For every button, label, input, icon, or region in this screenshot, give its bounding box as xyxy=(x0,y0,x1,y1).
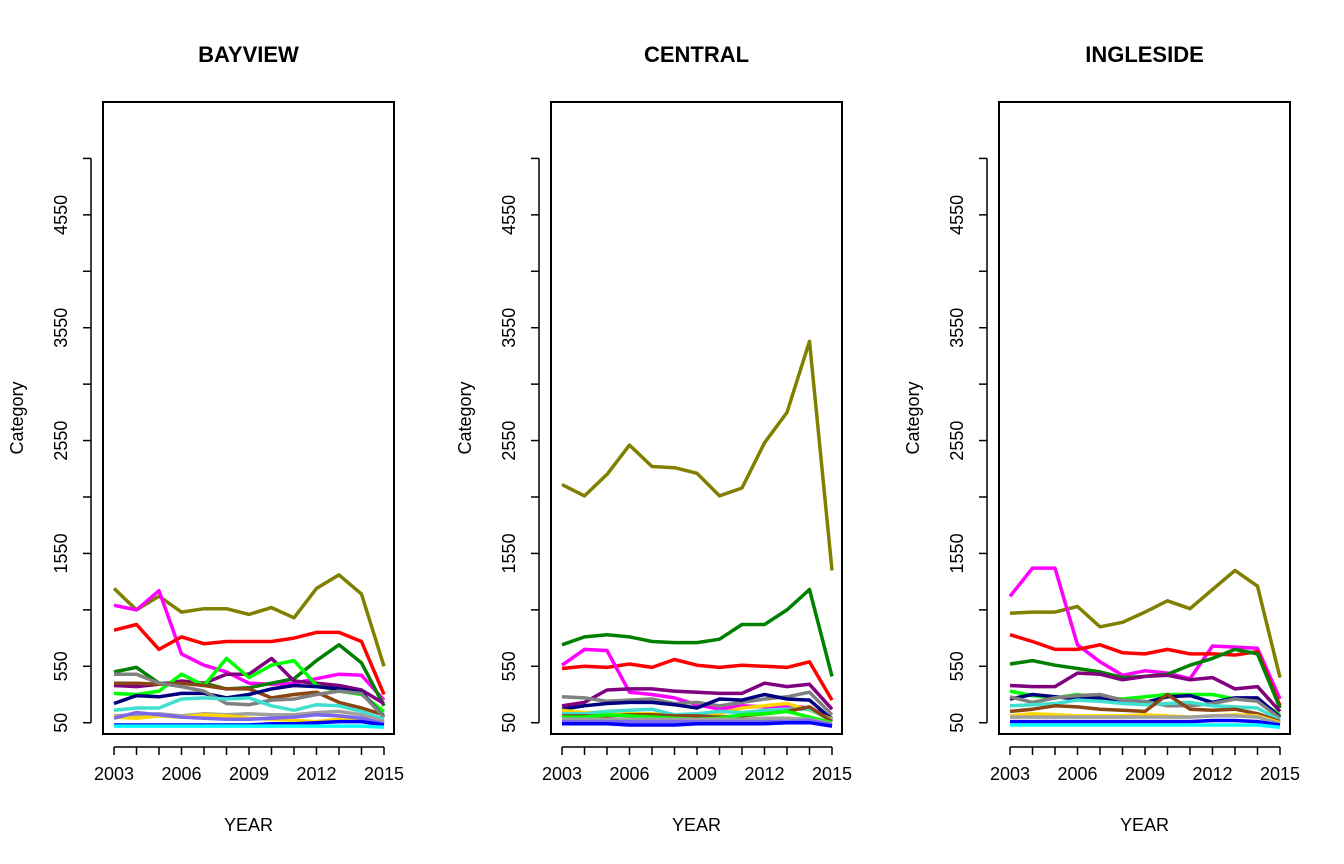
series-line-11 xyxy=(1010,714,1281,726)
series-line-8 xyxy=(114,672,386,719)
x-tick-label: 2009 xyxy=(229,764,269,784)
series-group xyxy=(112,573,386,729)
series-line-7 xyxy=(1009,692,1282,720)
x-tick-label: 2003 xyxy=(94,764,134,784)
y-tick-label: 1550 xyxy=(51,533,71,573)
y-axis-title: Category xyxy=(455,381,475,454)
series-line-0 xyxy=(112,573,386,667)
y-tick-label: 550 xyxy=(499,651,519,681)
x-tick-label: 2009 xyxy=(1125,764,1165,784)
y-tick-label: 4550 xyxy=(947,195,967,235)
series-line-0 xyxy=(1009,568,1282,679)
chart-title: BAYVIEW xyxy=(198,42,299,67)
series-line-2 xyxy=(1009,633,1282,707)
y-axis-title: Category xyxy=(903,381,923,454)
chart-title: CENTRAL xyxy=(644,42,749,67)
series-line-2 xyxy=(113,622,386,696)
series-line-5 xyxy=(561,690,834,717)
chart-panel-1: CENTRAL 2003 2006 2009 2012 2015 YEAR 50 550 1550… xyxy=(455,42,852,835)
series-group xyxy=(560,339,834,728)
chart-panel-2: INGLESIDE 2003 2006 2009 2012 2015 YEAR 50 550 15… xyxy=(903,42,1300,835)
series-line-2 xyxy=(561,657,834,701)
series-line-12 xyxy=(1010,718,1281,727)
series-line-8 xyxy=(1009,698,1281,723)
x-tick-label: 2015 xyxy=(812,764,852,784)
series-line-7 xyxy=(113,683,386,719)
y-tick-label: 50 xyxy=(947,713,967,733)
y-tick-label: 3550 xyxy=(51,308,71,348)
x-tick-label: 2012 xyxy=(1192,764,1232,784)
y-axis-title: Category xyxy=(7,381,27,454)
series-line-14 xyxy=(114,724,385,729)
x-axis-title: YEAR xyxy=(1120,815,1169,835)
series-line-11 xyxy=(562,716,833,726)
series-line-13 xyxy=(562,720,833,728)
x-tick-label: 2015 xyxy=(1260,764,1300,784)
series-line-12 xyxy=(113,710,385,726)
y-tick-label: 2550 xyxy=(51,421,71,461)
x-axis-title: YEAR xyxy=(224,815,273,835)
series-line-9 xyxy=(1009,692,1281,724)
x-tick-label: 2006 xyxy=(161,764,201,784)
series-group xyxy=(1008,566,1282,729)
y-tick-label: 50 xyxy=(51,713,71,733)
series-line-9 xyxy=(113,696,385,721)
plot-frame xyxy=(102,101,395,735)
y-tick-label: 3550 xyxy=(947,308,967,348)
y-tick-label: 3550 xyxy=(499,308,519,348)
series-line-3 xyxy=(560,647,833,720)
x-tick-label: 2003 xyxy=(990,764,1030,784)
y-tick-label: 4550 xyxy=(499,195,519,235)
series-line-1 xyxy=(1008,566,1282,700)
y-tick-label: 550 xyxy=(51,651,71,681)
series-line-8 xyxy=(562,707,833,723)
series-line-4 xyxy=(561,681,834,711)
x-tick-label: 2006 xyxy=(609,764,649,784)
y-tick-label: 4550 xyxy=(51,195,71,235)
plot-frame xyxy=(550,101,843,735)
x-tick-label: 2012 xyxy=(296,764,336,784)
x-tick-label: 2006 xyxy=(1057,764,1097,784)
series-line-1 xyxy=(561,587,834,677)
y-tick-label: 2550 xyxy=(947,421,967,461)
series-line-6 xyxy=(561,692,834,721)
chart-panel-0: BAYVIEW 2003 2006 2009 2012 2015 YEAR 50 550 1550… xyxy=(7,42,404,835)
y-tick-label: 1550 xyxy=(947,533,967,573)
y-tick-label: 50 xyxy=(499,713,519,733)
series-line-4 xyxy=(1009,671,1282,713)
y-tick-label: 2550 xyxy=(499,421,519,461)
series-line-1 xyxy=(113,588,386,702)
y-tick-label: 550 xyxy=(947,651,967,681)
y-tick-label: 1550 xyxy=(499,533,519,573)
chart-title: INGLESIDE xyxy=(1085,42,1204,67)
plot-frame xyxy=(998,101,1291,735)
x-tick-label: 2009 xyxy=(677,764,717,784)
series-line-0 xyxy=(561,339,834,571)
series-line-13 xyxy=(1010,723,1281,729)
x-tick-label: 2015 xyxy=(364,764,404,784)
x-axis-title: YEAR xyxy=(672,815,721,835)
x-tick-label: 2003 xyxy=(542,764,582,784)
x-tick-label: 2012 xyxy=(744,764,784,784)
